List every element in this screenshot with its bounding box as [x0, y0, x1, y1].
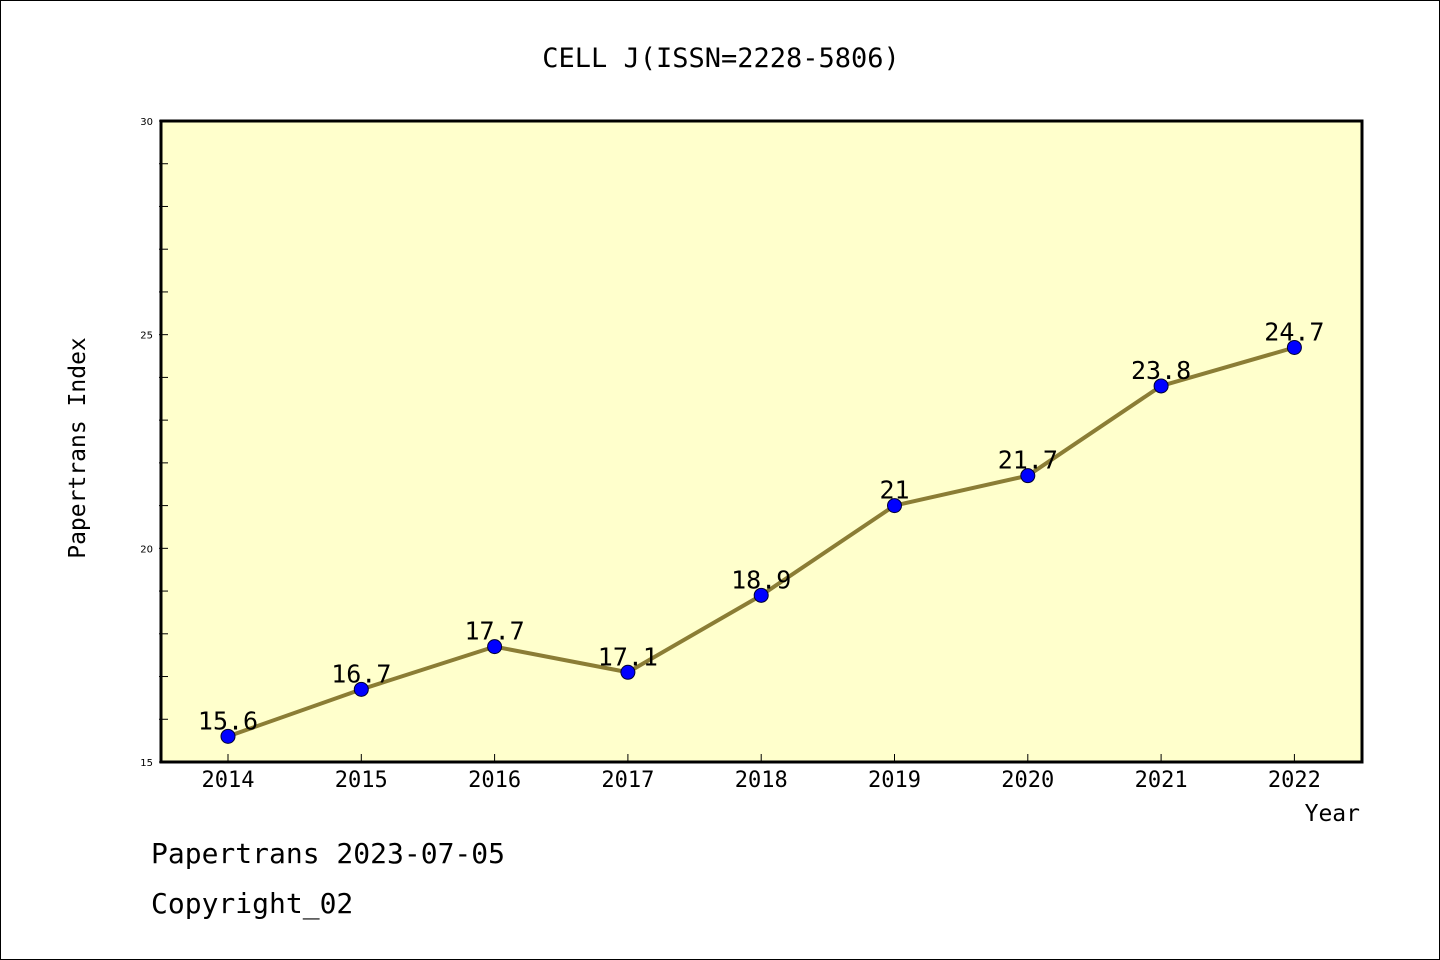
data-label: 21	[879, 476, 909, 505]
x-tick-label: 2021	[1135, 768, 1188, 793]
data-label: 17.1	[598, 642, 658, 671]
data-point-marker	[487, 639, 503, 655]
y-tick-label: 20	[140, 544, 153, 555]
y-tick-label: 25	[140, 331, 153, 342]
x-tick-label: 2015	[335, 768, 388, 793]
y-axis: 15 20 25 30	[140, 117, 168, 769]
data-point-marker	[1286, 339, 1302, 355]
x-tick-label: 2019	[868, 768, 921, 793]
data-label: 18.9	[731, 565, 791, 594]
data-label: 15.6	[198, 706, 258, 735]
data-point-marker	[353, 681, 369, 697]
footer-date-line: Papertrans 2023-07-05	[151, 837, 506, 870]
data-label: 16.7	[331, 659, 391, 688]
x-tick-label: 2022	[1268, 768, 1321, 793]
x-tick-label: 2020	[1001, 768, 1054, 793]
x-tick-label: 2016	[468, 768, 521, 793]
data-point-marker	[887, 498, 902, 514]
x-axis-label: Year	[1305, 801, 1360, 827]
data-label: 17.7	[464, 617, 524, 646]
chart-title: CELL J(ISSN=2228-5806)	[542, 43, 900, 74]
data-label: 24.7	[1264, 317, 1324, 346]
data-point-marker	[220, 728, 236, 744]
data-point-marker	[1020, 468, 1036, 484]
data-label: 23.8	[1131, 356, 1191, 385]
y-tick-label: 15	[140, 758, 153, 769]
x-tick-label: 2018	[735, 768, 788, 793]
footer-copyright: Copyright_02	[151, 887, 354, 920]
x-tick-label: 2017	[601, 768, 654, 793]
data-point-marker	[620, 664, 636, 680]
y-axis-label: Papertrans Index	[65, 337, 91, 559]
y-tick-label: 30	[140, 117, 153, 128]
data-point-marker	[753, 587, 769, 603]
data-point-marker	[1153, 378, 1169, 394]
x-tick-label: 2014	[202, 768, 255, 793]
data-label: 21.7	[998, 446, 1058, 475]
series-papertrans-index: 15.6 16.7 17.7 17.1 18.9 21 21.7 23.8 24.7	[198, 317, 1325, 744]
x-axis: 2014 2015 2016 2017 2018 2019 2020 2021 2022	[202, 754, 1321, 793]
plot-area	[159, 119, 1364, 764]
